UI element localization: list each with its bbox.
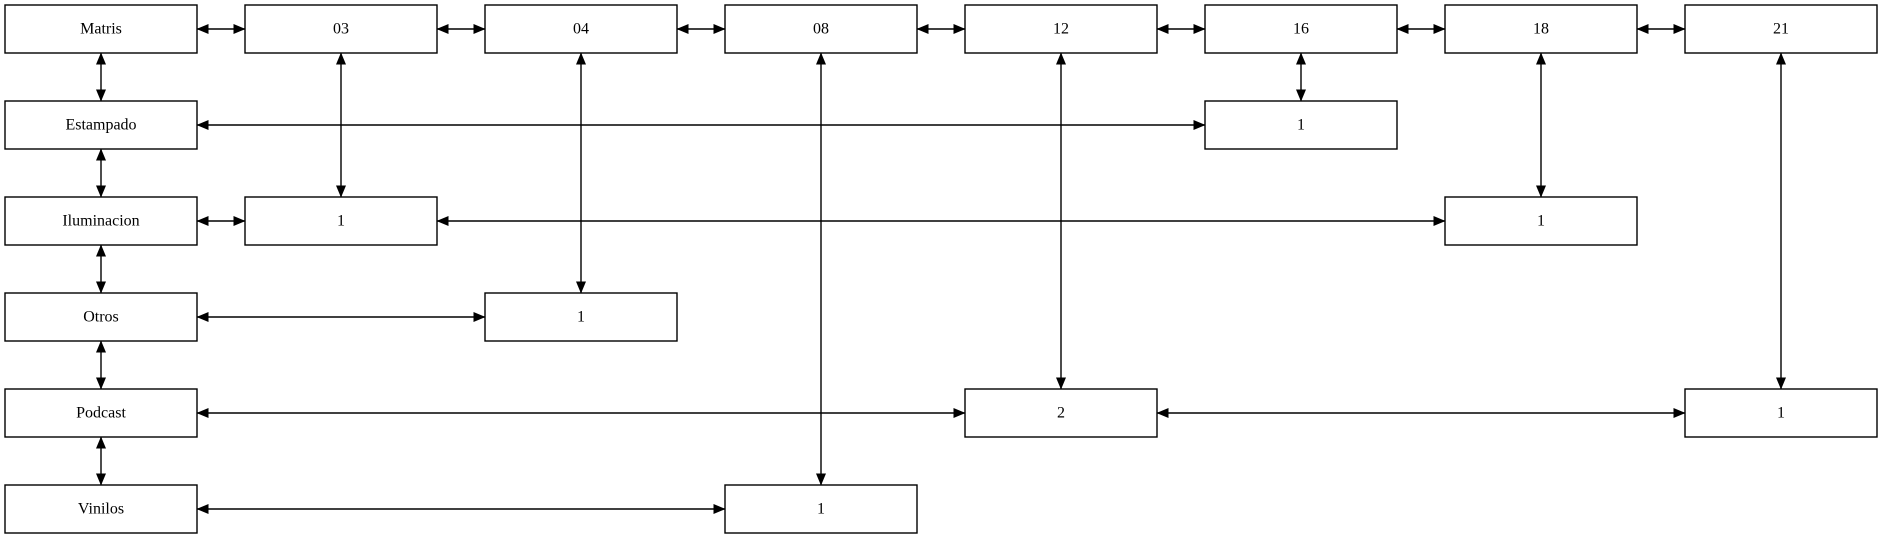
- row-label-estampado: Estampado: [4, 100, 198, 150]
- cell-podcast-21-label: 1: [1777, 405, 1785, 422]
- column-header-12-box: [964, 4, 1158, 54]
- row-label-vinilos: Vinilos: [4, 484, 198, 534]
- row-label-otros-label: Otros: [83, 309, 119, 326]
- column-header-21-box: [1684, 4, 1878, 54]
- row-label-vinilos-label: Vinilos: [78, 501, 124, 518]
- cell-iluminacion-18: 1: [1444, 196, 1638, 246]
- column-header-18: 18: [1444, 4, 1638, 54]
- cell-vinilos-08-box: [724, 484, 918, 534]
- cell-otros-04-label: 1: [577, 309, 585, 326]
- root-node-box: [4, 4, 198, 54]
- cell-vinilos-08-label: 1: [817, 501, 825, 518]
- column-header-16-label: 16: [1293, 21, 1309, 38]
- cell-podcast-12-box: [964, 388, 1158, 438]
- cell-otros-04: 1: [484, 292, 678, 342]
- column-header-16: 16: [1204, 4, 1398, 54]
- cell-podcast-21: 1: [1684, 388, 1878, 438]
- column-header-08-label: 08: [813, 21, 829, 38]
- cell-estampado-16-box: [1204, 100, 1398, 150]
- row-label-podcast-label: Podcast: [76, 405, 126, 422]
- root-node: Matris: [4, 4, 198, 54]
- column-header-04-box: [484, 4, 678, 54]
- column-header-08-box: [724, 4, 918, 54]
- cell-podcast-12: 2: [964, 388, 1158, 438]
- row-label-estampado-label: Estampado: [65, 117, 136, 134]
- cell-vinilos-08: 1: [724, 484, 918, 534]
- row-label-podcast: Podcast: [4, 388, 198, 438]
- column-header-18-label: 18: [1533, 21, 1549, 38]
- cell-estampado-16-label: 1: [1297, 117, 1305, 134]
- row-label-vinilos-box: [4, 484, 198, 534]
- row-label-estampado-box: [4, 100, 198, 150]
- column-header-03: 03: [244, 4, 438, 54]
- column-header-04-label: 04: [573, 21, 589, 38]
- column-header-03-label: 03: [333, 21, 349, 38]
- column-header-12: 12: [964, 4, 1158, 54]
- cell-iluminacion-03: 1: [244, 196, 438, 246]
- column-header-21-label: 21: [1773, 21, 1789, 38]
- cell-iluminacion-18-label: 1: [1537, 213, 1545, 230]
- cell-iluminacion-03-box: [244, 196, 438, 246]
- row-label-otros: Otros: [4, 292, 198, 342]
- row-label-podcast-box: [4, 388, 198, 438]
- cell-iluminacion-18-box: [1444, 196, 1638, 246]
- column-header-03-box: [244, 4, 438, 54]
- cell-podcast-21-box: [1684, 388, 1878, 438]
- column-header-18-box: [1444, 4, 1638, 54]
- cell-estampado-16: 1: [1204, 100, 1398, 150]
- column-header-16-box: [1204, 4, 1398, 54]
- column-header-08: 08: [724, 4, 918, 54]
- column-header-04: 04: [484, 4, 678, 54]
- root-node-label: Matris: [80, 21, 122, 38]
- column-header-21: 21: [1684, 4, 1878, 54]
- row-label-iluminacion-label: Iluminacion: [62, 213, 139, 230]
- cell-iluminacion-03-label: 1: [337, 213, 345, 230]
- cell-podcast-12-label: 2: [1057, 405, 1065, 422]
- edges-layer: [96, 24, 1786, 514]
- nodes-layer: Matris 03 04 08 12 16 18 21EstampadoIluminacion…: [4, 4, 1878, 534]
- row-label-otros-box: [4, 292, 198, 342]
- row-label-iluminacion: Iluminacion: [4, 196, 198, 246]
- cell-otros-04-box: [484, 292, 678, 342]
- column-header-12-label: 12: [1053, 21, 1069, 38]
- row-label-iluminacion-box: [4, 196, 198, 246]
